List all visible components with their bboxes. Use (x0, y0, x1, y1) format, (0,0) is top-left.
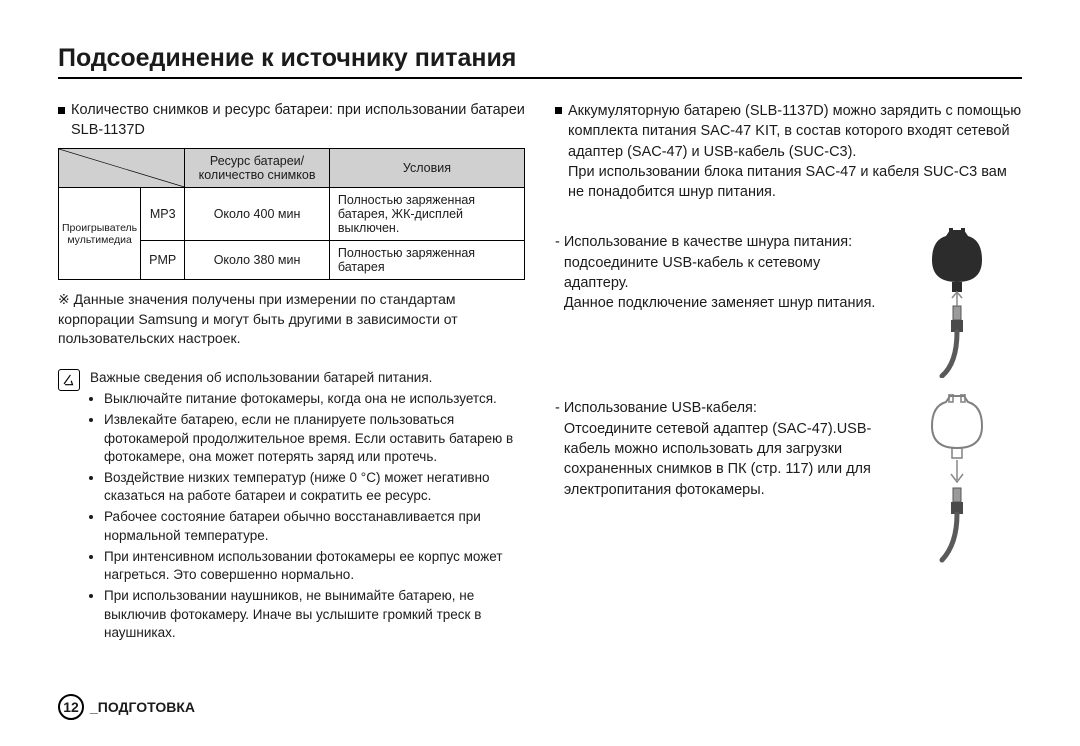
table-row: Полностью заряженная батарея, ЖК-дисплей… (329, 188, 524, 241)
page-number: 12 (58, 694, 84, 720)
table-rowgroup: Проигрыватель мультимедиа (59, 188, 141, 280)
battery-table: Ресурс батареи/ количество снимков Услов… (58, 148, 525, 280)
left-intro-text: Количество снимков и ресурс батареи: при… (71, 101, 525, 140)
page-footer: 12 _ПОДГОТОВКА (58, 694, 195, 720)
footer-label: _ПОДГОТОВКА (90, 699, 195, 715)
usage-usb-cable: - Использование USB-кабеля: Отсоедините … (555, 394, 1022, 564)
table-row: PMP (141, 241, 185, 280)
right-intro: Аккумуляторную батарею (SLB-1137D) можно… (555, 101, 1022, 202)
info-heading: Важные сведения об использовании батарей… (90, 369, 525, 387)
page-title: Подсоединение к источнику питания (58, 44, 1022, 79)
list-item: Воздействие низких температур (ниже 0 °C… (104, 469, 525, 505)
note-text: Данные значения получены при измерении п… (58, 291, 458, 346)
bullet-square-icon (58, 107, 65, 114)
table-row: Около 380 мин (185, 241, 330, 280)
table-header-condition: Условия (329, 149, 524, 188)
list-item: При интенсивном использовании фотокамеры… (104, 548, 525, 584)
usage1-text: Использование в качестве шнура питания: … (564, 232, 880, 378)
dash-icon: - (555, 398, 560, 564)
list-item: Рабочее состояние батареи обычно восстан… (104, 508, 525, 544)
table-diagonal-cell (59, 149, 185, 188)
right-intro-text: Аккумуляторную батарею (SLB-1137D) можно… (568, 101, 1022, 202)
usage2-text: Использование USB-кабеля: Отсоедините се… (564, 398, 880, 564)
adapter-usb-detached-illustration (892, 394, 1022, 564)
note-icon (58, 369, 80, 391)
standards-note: ※ Данные значения получены при измерении… (58, 290, 525, 349)
adapter-usb-connected-illustration (892, 228, 1022, 378)
table-row: Полностью заряженная батарея (329, 241, 524, 280)
list-item: Выключайте питание фотокамеры, когда она… (104, 390, 525, 408)
usage-powercord: - Использование в качестве шнура питания… (555, 228, 1022, 378)
bullet-square-icon (555, 107, 562, 114)
table-row: Около 400 мин (185, 188, 330, 241)
info-list: Выключайте питание фотокамеры, когда она… (90, 390, 525, 642)
table-header-resource: Ресурс батареи/ количество снимков (185, 149, 330, 188)
list-item: Извлекайте батарею, если не планируете п… (104, 411, 525, 466)
dash-icon: - (555, 232, 560, 378)
table-row: MP3 (141, 188, 185, 241)
list-item: При использовании наушников, не вынимайт… (104, 587, 525, 642)
info-box: Важные сведения об использовании батарей… (58, 369, 525, 645)
left-intro: Количество снимков и ресурс батареи: при… (58, 101, 525, 140)
note-prefix: ※ (58, 291, 70, 307)
